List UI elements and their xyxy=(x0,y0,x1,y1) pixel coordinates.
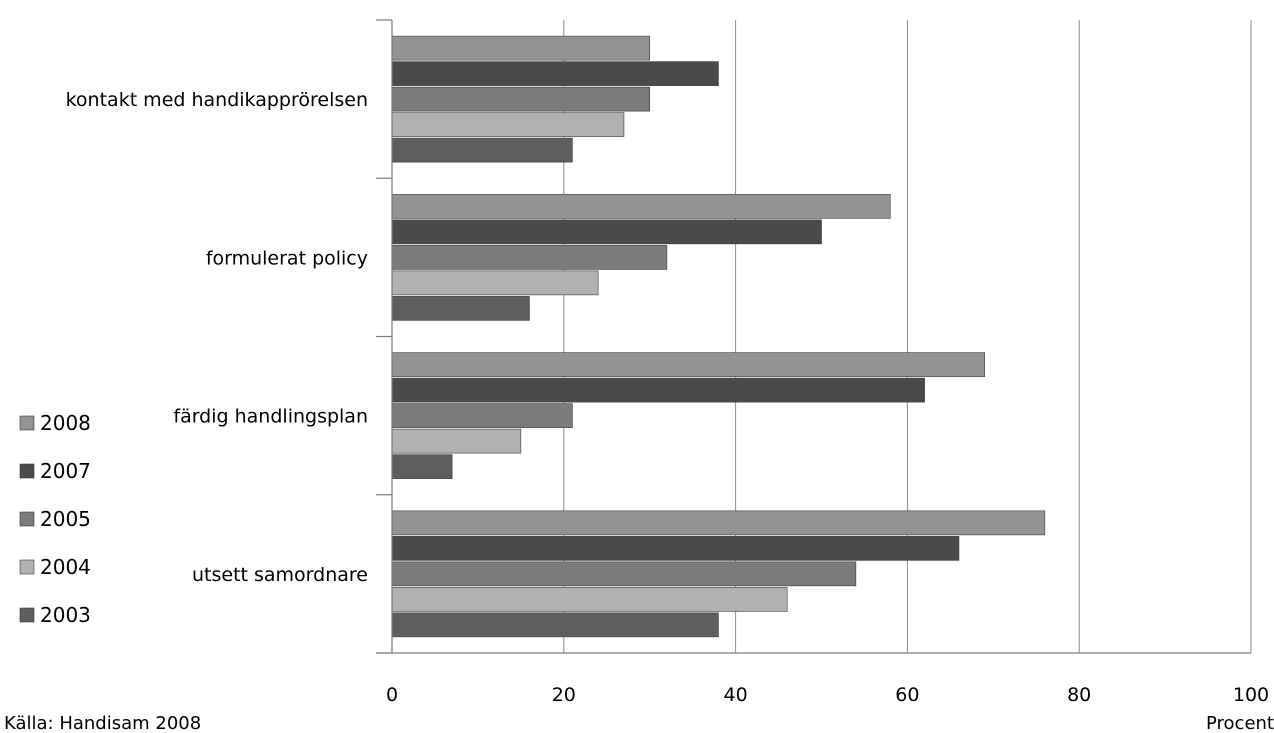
bar-2005-4 xyxy=(391,561,857,587)
legend-swatch xyxy=(19,463,35,479)
bar-2005-2 xyxy=(391,245,668,270)
bar-2003-4 xyxy=(391,612,719,638)
x-tick-label: 100 xyxy=(1233,684,1269,706)
legend-label: 2007 xyxy=(40,459,91,483)
tick-labels: 0 20 40 60 80 100 xyxy=(386,684,1269,706)
x-tick-label: 60 xyxy=(895,684,919,706)
legend-swatch xyxy=(19,607,35,623)
legend-label: 2003 xyxy=(40,603,91,627)
bar-2008-4 xyxy=(391,510,1046,536)
bar-2007-1 xyxy=(391,61,719,86)
bar-2008-3 xyxy=(391,352,986,377)
bar-2004-4 xyxy=(391,587,788,612)
x-tick-label: 0 xyxy=(386,684,398,706)
bar-2003-2 xyxy=(391,296,530,321)
bars xyxy=(391,35,1046,638)
legend-label: 2005 xyxy=(40,507,91,531)
legend-label: 2004 xyxy=(40,555,91,579)
source-label: Källa: Handisam 2008 xyxy=(4,713,201,733)
x-tick-label: 80 xyxy=(1067,684,1091,706)
axes xyxy=(376,19,1251,654)
x-axis-title: Procent xyxy=(1206,713,1274,733)
bar-2005-1 xyxy=(391,86,651,112)
bar-2004-1 xyxy=(391,112,625,137)
legend: 2008 2007 2005 2004 2003 xyxy=(19,411,91,627)
bar-2008-1 xyxy=(391,35,651,61)
category-label: kontakt med handikapprörelsen xyxy=(66,89,368,111)
legend-swatch xyxy=(19,511,35,527)
category-label: formulerat policy xyxy=(206,247,368,269)
legend-swatch xyxy=(19,415,35,431)
x-tick-label: 20 xyxy=(552,684,576,706)
category-label: färdig handlingsplan xyxy=(173,406,368,428)
bar-2007-4 xyxy=(391,536,960,561)
bar-2004-2 xyxy=(391,270,599,296)
category-label: utsett samordnare xyxy=(192,564,368,586)
bar-2003-3 xyxy=(391,454,453,479)
x-tick-label: 40 xyxy=(724,684,748,706)
bar-2007-2 xyxy=(391,219,822,245)
legend-swatch xyxy=(19,559,35,575)
bar-2003-1 xyxy=(391,137,573,163)
legend-label: 2008 xyxy=(40,411,91,435)
bar-2004-3 xyxy=(391,428,522,454)
bar-2008-2 xyxy=(391,194,891,219)
bar-2007-3 xyxy=(391,377,925,403)
bar-2005-3 xyxy=(391,403,573,428)
category-labels: kontakt med handikapprörelsen formulerat … xyxy=(66,89,368,586)
